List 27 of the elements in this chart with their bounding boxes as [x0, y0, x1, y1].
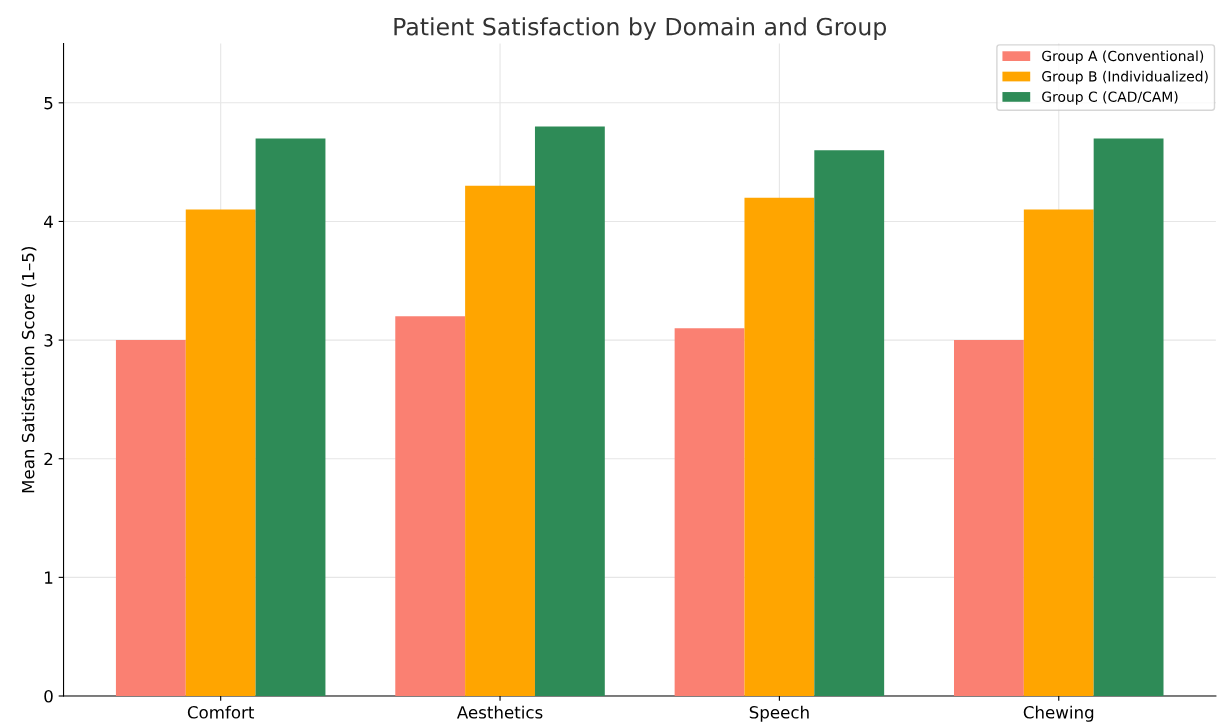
y-tick-label: 3 — [44, 334, 53, 347]
x-tick-label: Aesthetics — [456, 705, 543, 719]
y-tick-label: 0 — [44, 689, 53, 703]
bar — [814, 150, 885, 696]
chart-title: Patient Satisfaction by Domain and Group — [394, 17, 887, 41]
y-tick-label: 4 — [44, 215, 53, 228]
bar — [255, 138, 326, 696]
bar — [744, 197, 815, 696]
bar — [1093, 138, 1164, 696]
bar — [953, 340, 1024, 696]
x-tick-label: Speech — [749, 705, 809, 722]
bar — [395, 316, 466, 696]
bar — [1023, 209, 1094, 696]
y-tick-label: 5 — [44, 97, 53, 110]
x-tick-label: Chewing — [1023, 705, 1094, 722]
legend-label: Group A (Conventional) — [1042, 50, 1204, 64]
bar — [115, 340, 186, 696]
y-axis-title: Mean Satisfaction Score (1–5) — [21, 247, 37, 493]
bar — [534, 126, 605, 696]
legend-label: Group C (CAD/CAM) — [1042, 91, 1178, 105]
bar — [674, 328, 745, 696]
bar — [465, 185, 535, 696]
y-tick-label: 2 — [44, 452, 53, 466]
x-tick-label: Comfort — [187, 705, 255, 719]
y-tick-label: 1 — [45, 571, 53, 584]
legend-label: Group B (Individualized) — [1042, 70, 1208, 85]
bar — [185, 209, 256, 696]
